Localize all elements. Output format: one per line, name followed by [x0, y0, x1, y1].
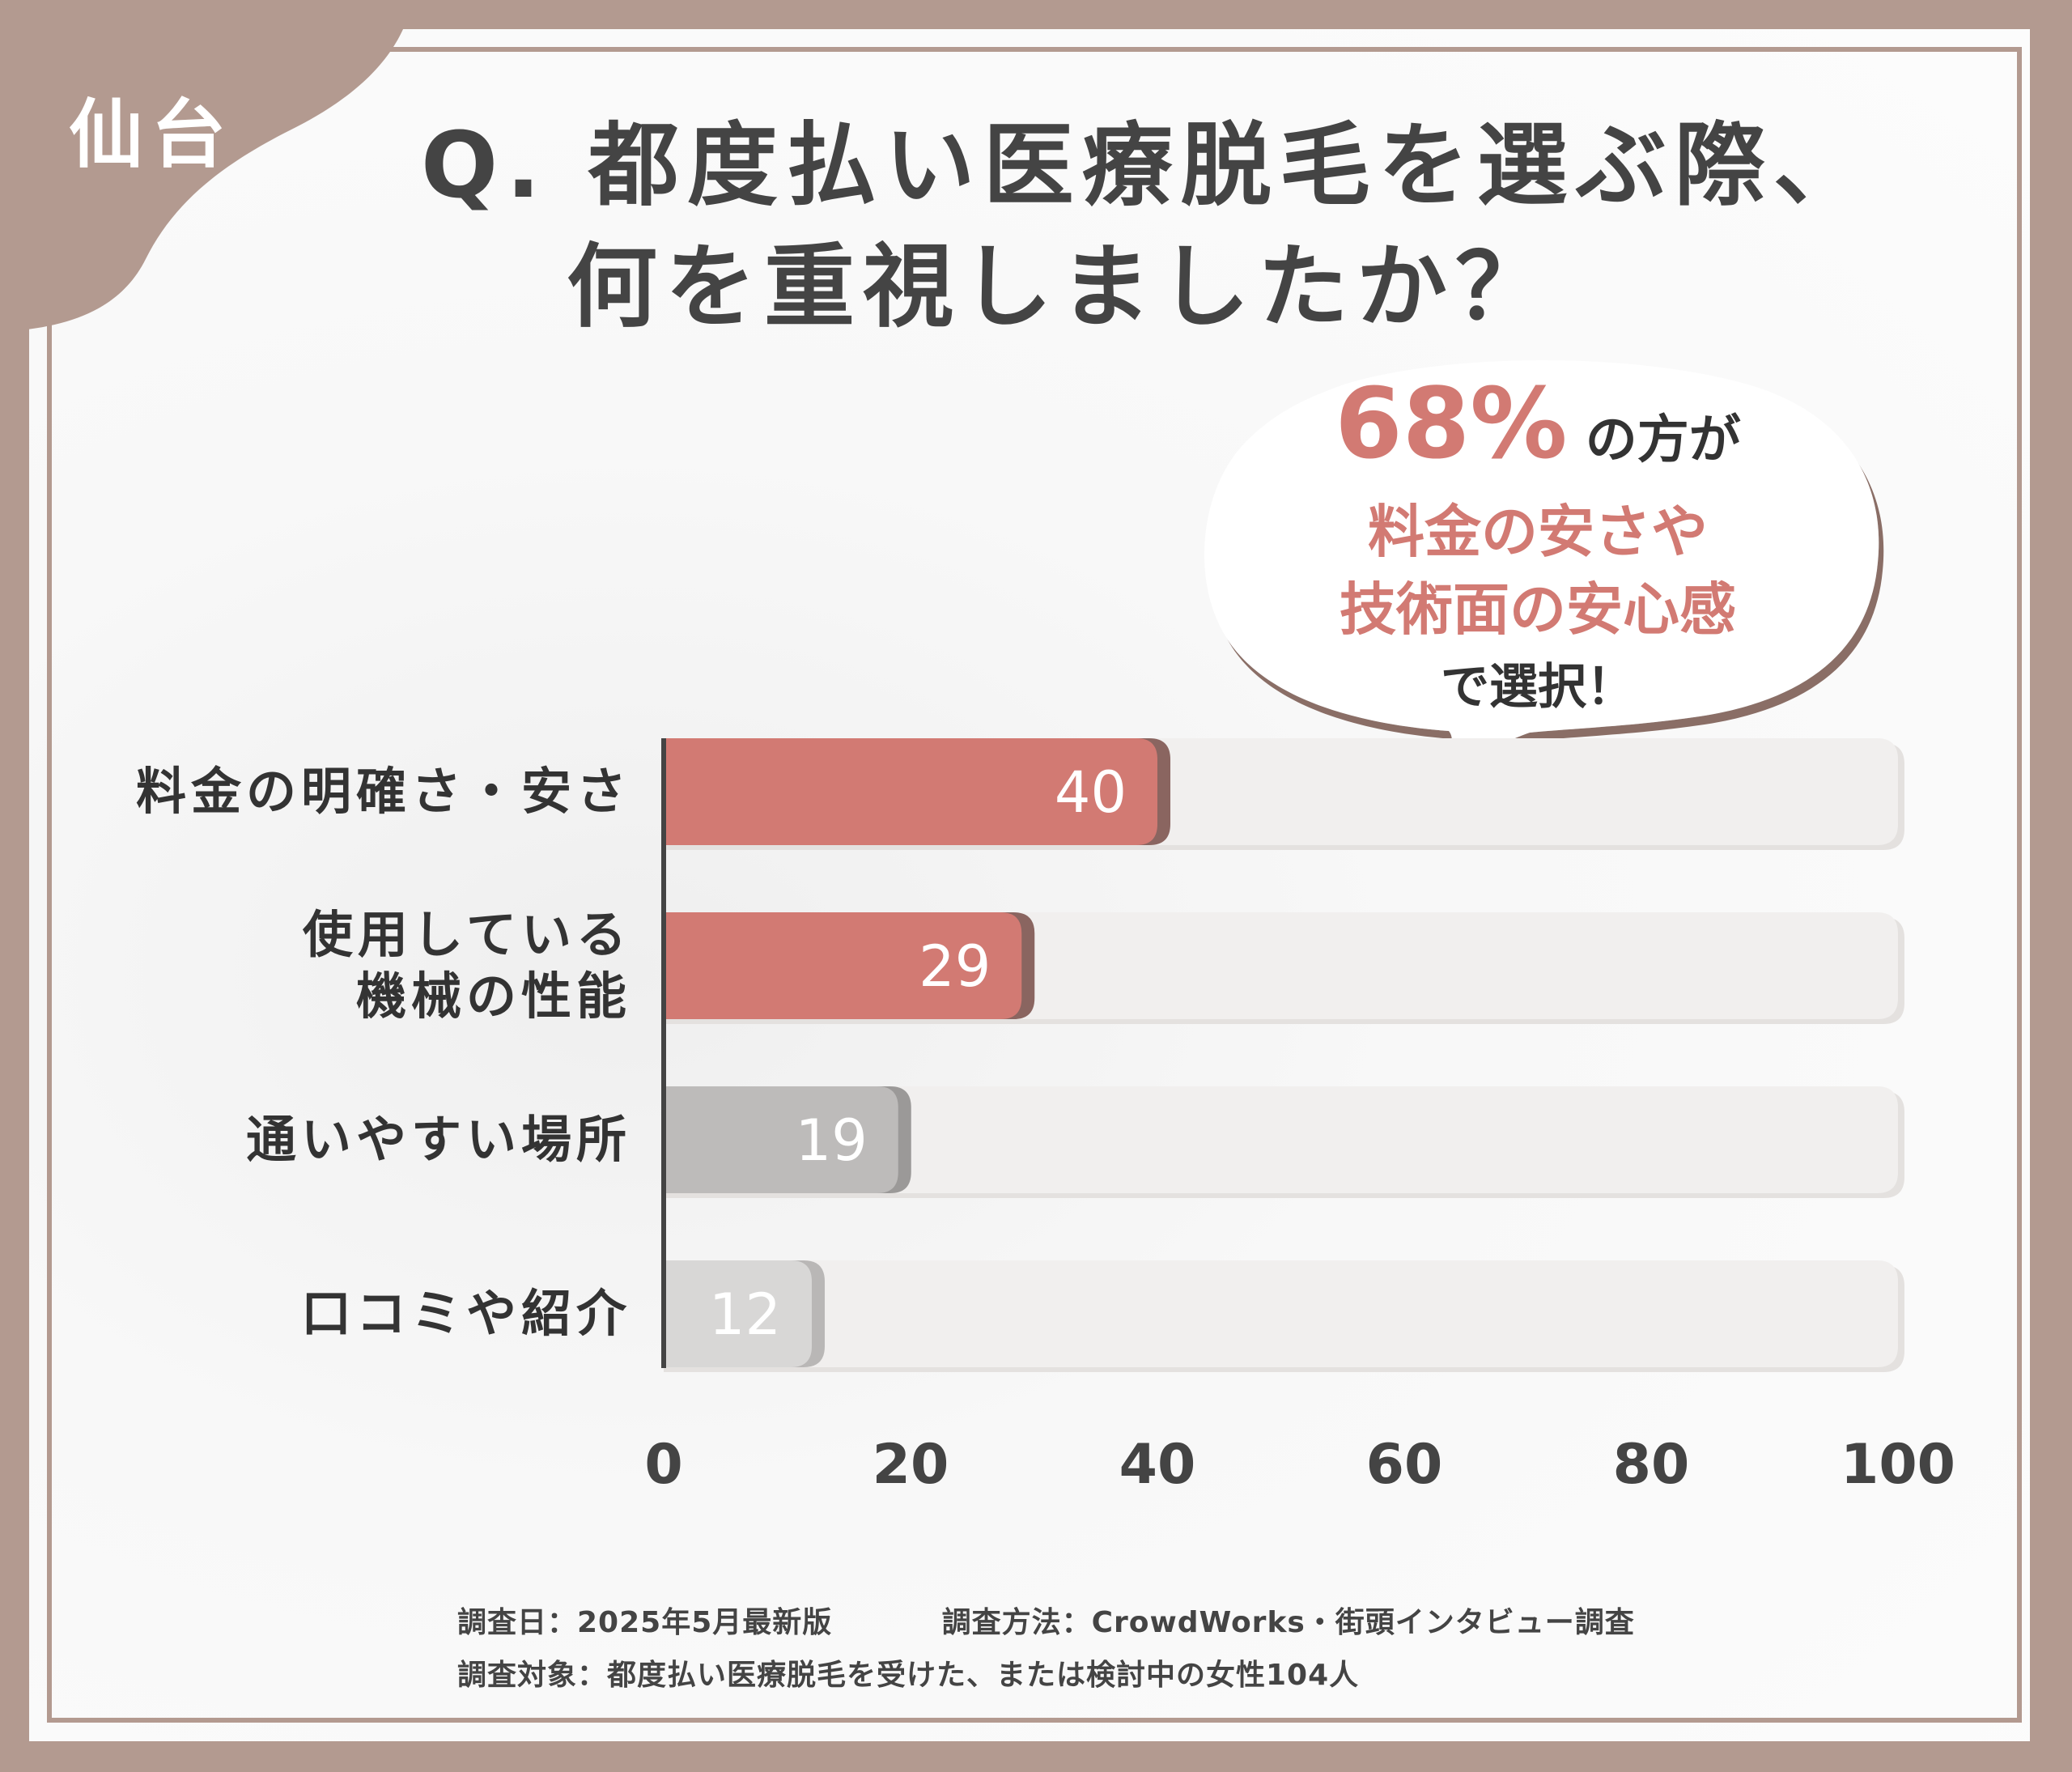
callout-highlight-2: 技術面の安心感	[1340, 576, 1736, 643]
survey-target: 調査対象：都度払い医療脱毛を受けた、または検討中の女性104人	[457, 1659, 1360, 1692]
region-label: 仙台	[69, 91, 235, 178]
category-label: 料金の明確さ・安さ	[135, 762, 631, 821]
x-tick-label: 0	[644, 1433, 683, 1497]
bar	[664, 912, 1022, 1019]
bar-value-label: 40	[1055, 759, 1127, 826]
callout-text: 68% の方が 料金の安さや 技術面の安心感 で選択！	[1198, 372, 1878, 726]
callout-percent: 68%	[1335, 368, 1568, 481]
callout-percent-suffix: の方が	[1567, 410, 1741, 470]
x-tick-label: 80	[1612, 1433, 1690, 1497]
category-label: 通いやすい場所	[245, 1110, 631, 1169]
panel-background	[29, 29, 2030, 1741]
callout-tail: で選択！	[1441, 659, 1635, 716]
x-tick-label: 60	[1365, 1433, 1443, 1497]
x-tick-label: 40	[1119, 1433, 1196, 1497]
bar-track	[664, 1260, 1898, 1367]
bar-value-label: 19	[796, 1107, 868, 1174]
footnote-line-1: 調査日：2025年5月最新版 調査方法：CrowdWorks・街頭インタビュー調…	[457, 1599, 1635, 1641]
panel-frame	[47, 47, 2022, 1723]
question-line-2: 何を重視しましたか？	[567, 235, 1554, 340]
callout-highlight-1: 料金の安さや	[1368, 499, 1708, 565]
survey-method: 調査方法：CrowdWorks・街頭インタビュー調査	[941, 1606, 1635, 1639]
bar	[664, 1260, 812, 1367]
question-line-1: Q. 都度払い医療脱毛を選ぶ際、	[421, 113, 1872, 219]
survey-date: 調査日：2025年5月最新版	[457, 1606, 833, 1639]
bar-track	[664, 1086, 1898, 1193]
x-tick-label: 100	[1841, 1433, 1955, 1497]
category-label: 使用している 機械の性能	[302, 905, 631, 1026]
callout-bubble	[1204, 360, 1879, 781]
bar	[664, 1086, 898, 1193]
corner-tab	[0, 0, 413, 332]
category-label: 口コミや紹介	[300, 1284, 631, 1343]
question-title: Q. 都度払い医療脱毛を選ぶ際、 何を重視しましたか？	[421, 105, 1872, 348]
bar-value-label: 12	[709, 1281, 781, 1348]
bar	[664, 738, 1157, 845]
x-tick-label: 20	[872, 1433, 949, 1497]
bar-value-label: 29	[919, 933, 991, 1000]
